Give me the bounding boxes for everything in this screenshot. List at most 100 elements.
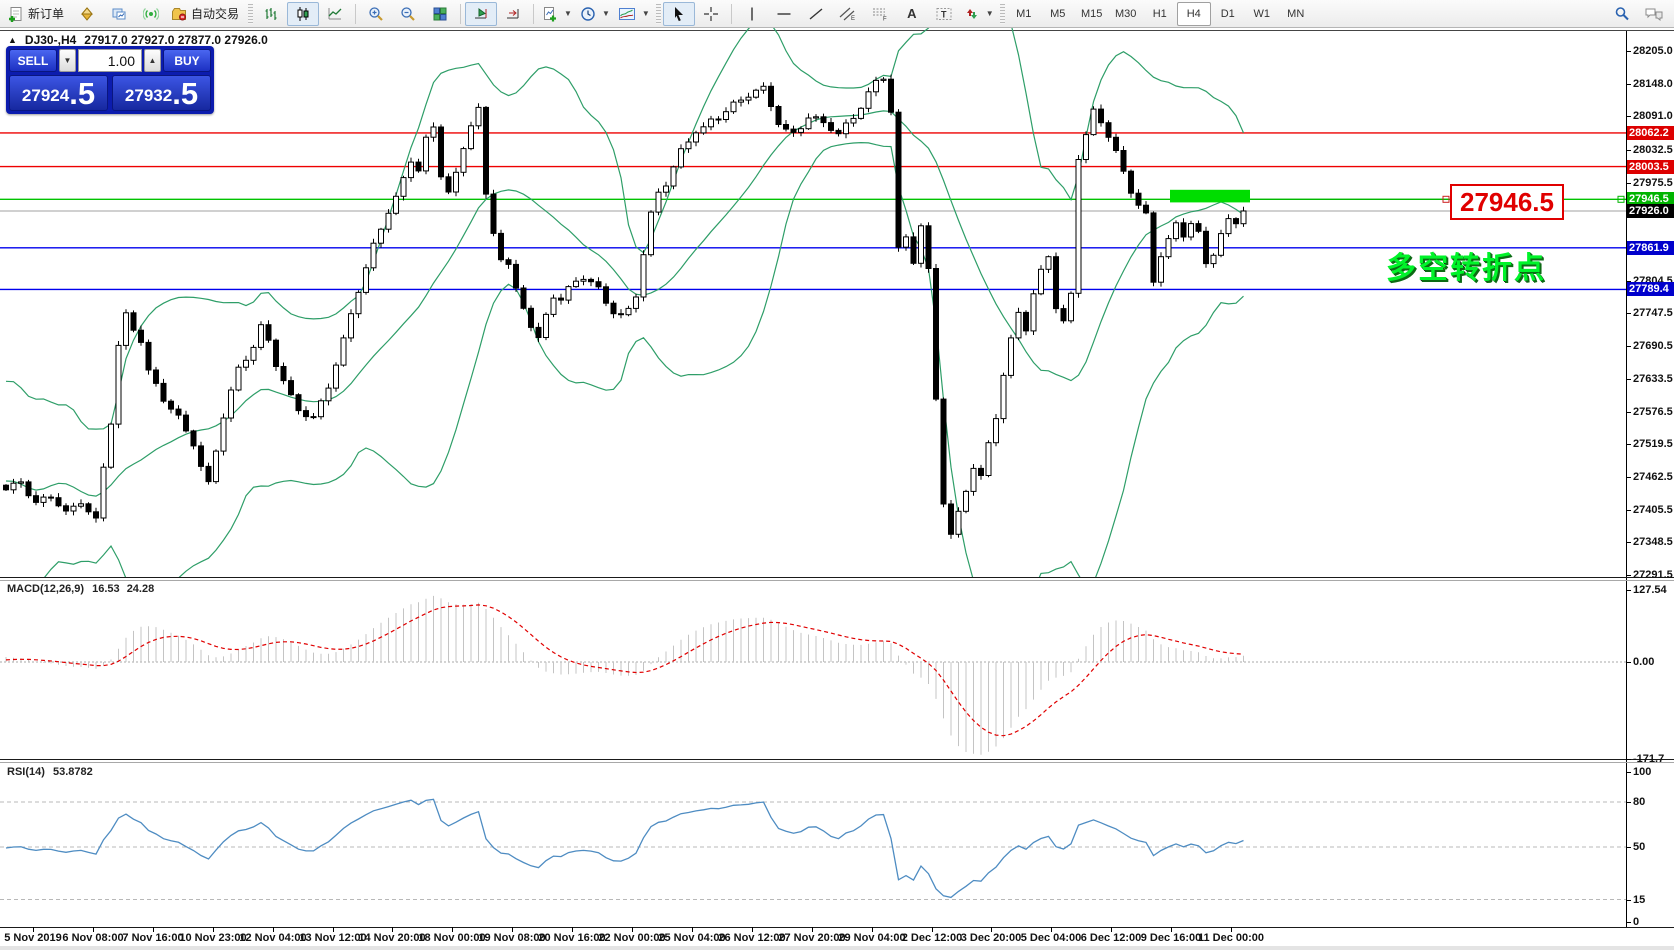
trendline-icon xyxy=(809,7,823,20)
timeframe-MN[interactable]: MN xyxy=(1287,7,1305,20)
gold-diamond-icon xyxy=(80,6,94,21)
main-chart-pane[interactable] xyxy=(0,28,1626,578)
rsi-line xyxy=(5,798,1244,899)
sell-price-button[interactable]: 27924 .5 xyxy=(9,75,108,111)
green-zone-rect[interactable] xyxy=(1170,189,1250,203)
one-click-trade-panel: SELL ▼ 1.00 ▲ BUY 27924 .5 27932 .5 xyxy=(6,46,214,114)
timeframe-M1[interactable]: M1 xyxy=(1016,7,1032,20)
zoom-in-icon xyxy=(369,6,383,21)
search-button[interactable] xyxy=(1606,2,1638,26)
indicators-add-icon xyxy=(544,6,557,21)
volume-down-button[interactable]: ▼ xyxy=(59,49,76,72)
price-tick-label: 27291.5 xyxy=(1633,569,1673,581)
volume-input[interactable]: 1.00 xyxy=(78,49,142,72)
volume-up-button[interactable]: ▲ xyxy=(144,49,161,72)
price-tick xyxy=(1626,313,1631,314)
time-tick-label: 29 Nov 04:00 xyxy=(838,932,906,944)
horizontal-line-button[interactable] xyxy=(768,2,800,26)
line-chart-button[interactable] xyxy=(319,2,351,26)
timeframe-D1[interactable]: D1 xyxy=(1220,7,1235,20)
timeframe-H4[interactable]: H4 xyxy=(1176,1,1211,26)
channel-button[interactable]: E xyxy=(832,2,864,26)
buy-price-button[interactable]: 27932 .5 xyxy=(112,75,211,111)
macd-pane[interactable] xyxy=(0,581,1626,759)
buy-button[interactable]: BUY xyxy=(163,49,211,72)
candlestick-button[interactable] xyxy=(287,1,320,26)
timeframe-M30[interactable]: M30 xyxy=(1115,7,1137,20)
time-tick-label: 12 Nov 04:00 xyxy=(239,932,307,944)
level-anchor[interactable] xyxy=(1617,195,1625,203)
autotrade-icon xyxy=(172,7,187,20)
rsi-pane[interactable] xyxy=(0,763,1626,927)
timeframe-W1[interactable]: W1 xyxy=(1253,7,1270,20)
text-button[interactable]: A xyxy=(896,2,928,26)
bar-chart-button[interactable] xyxy=(255,2,287,26)
price-tick-label: 27633.5 xyxy=(1633,373,1673,385)
trendline-button[interactable] xyxy=(800,2,832,26)
time-tick xyxy=(93,927,94,932)
price-tick-label: 28205.0 xyxy=(1633,45,1673,57)
periods-clock-button[interactable]: ▼ xyxy=(576,2,614,26)
price-tick xyxy=(1626,510,1631,511)
time-tick xyxy=(153,927,154,932)
time-tick xyxy=(1171,927,1172,932)
fibonacci-button[interactable]: F xyxy=(864,2,896,26)
zoom-in-button[interactable] xyxy=(360,2,392,26)
pane-separator[interactable] xyxy=(0,759,1674,760)
tile-windows-button[interactable] xyxy=(424,2,456,26)
price-badge-28003.5: 28003.5 xyxy=(1627,160,1674,174)
chevron-down-icon: ▼ xyxy=(985,9,994,18)
cursor-button[interactable] xyxy=(662,1,695,26)
rsi-value: 53.8782 xyxy=(52,766,93,778)
buy-price-frac: .5 xyxy=(172,76,199,111)
timeframe-M5[interactable]: M5 xyxy=(1050,7,1066,20)
time-tick xyxy=(1051,927,1052,932)
toolbar-grip xyxy=(655,3,661,24)
periods-clock-icon xyxy=(581,6,595,21)
text-label-button[interactable]: T xyxy=(928,2,960,26)
price-badge-27926.0: 27926.0 xyxy=(1627,204,1674,218)
sell-price-frac: .5 xyxy=(69,76,96,111)
time-tick xyxy=(333,927,334,932)
price-badge-27861.9: 27861.9 xyxy=(1627,241,1674,255)
macd-tick xyxy=(1626,759,1631,760)
zoom-out-button[interactable] xyxy=(392,2,424,26)
timeframe-H1[interactable]: H1 xyxy=(1152,7,1167,20)
templates-button[interactable]: ▼ xyxy=(614,2,654,26)
time-tick-label: 5 Dec 04:00 xyxy=(1020,932,1082,944)
tile-windows-icon xyxy=(433,7,447,20)
pane-separator[interactable] xyxy=(0,580,1674,581)
chat-icon xyxy=(1645,8,1663,21)
profiles-button[interactable] xyxy=(103,2,135,26)
price-tick xyxy=(1626,51,1631,52)
collapse-arrow-icon[interactable]: ▲ xyxy=(8,35,17,45)
signal-button[interactable] xyxy=(135,2,167,26)
arrows-button[interactable]: ▼ xyxy=(960,2,998,26)
auto-scroll-button[interactable] xyxy=(465,1,498,26)
autotrade-button[interactable]: 自动交易 xyxy=(167,2,246,26)
timeframe-M15[interactable]: M15 xyxy=(1081,7,1103,20)
pane-separator[interactable] xyxy=(0,577,1674,578)
zone-note-text[interactable]: 多空转折点 xyxy=(1386,252,1546,285)
pane-separator[interactable] xyxy=(0,762,1674,763)
sell-button[interactable]: SELL xyxy=(9,49,57,72)
crosshair-button[interactable] xyxy=(695,2,727,26)
chart-shift-button[interactable] xyxy=(497,2,529,26)
price-callout-label[interactable]: 27946.5 xyxy=(1450,184,1564,220)
time-tick-label: 6 Nov 08:00 xyxy=(62,932,124,944)
macd-tick-label: -171.7 xyxy=(1633,753,1665,765)
time-tick-label: 10 Nov 23:00 xyxy=(179,932,247,944)
price-tick xyxy=(1626,116,1631,117)
time-tick-label: 27 Nov 20:00 xyxy=(778,932,846,944)
price-tick xyxy=(1626,346,1631,347)
bb-middle-band xyxy=(5,110,1244,497)
gold-diamond-button[interactable] xyxy=(71,2,103,26)
indicators-add-button[interactable]: ▼ xyxy=(538,2,576,26)
vertical-line-button[interactable] xyxy=(736,2,768,26)
rsi-tick-label: 0 xyxy=(1633,916,1640,928)
price-tick-label: 27462.5 xyxy=(1633,471,1673,483)
new-order-button[interactable]: 新订单 xyxy=(4,2,71,26)
callout-anchor[interactable] xyxy=(1442,195,1450,203)
vertical-line-icon xyxy=(751,7,753,20)
chat-button[interactable] xyxy=(1638,2,1670,26)
